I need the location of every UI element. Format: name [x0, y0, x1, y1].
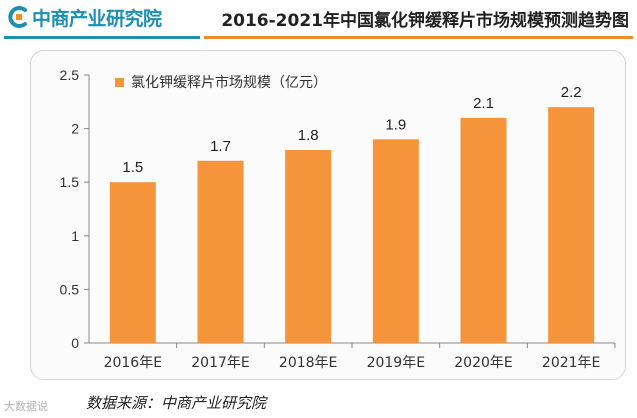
logo: 中商产业研究院 [6, 4, 162, 30]
watermark: 大数据说 [4, 400, 48, 413]
y-tick-label: 2 [71, 121, 79, 137]
bar [285, 150, 332, 343]
bar [109, 182, 156, 343]
page-title: 2016-2021年中国氯化钾缓释片市场规模预测趋势图 [221, 11, 629, 31]
bar [548, 107, 595, 343]
y-tick-label: 2.5 [60, 67, 80, 83]
chart-frame: 0 0.5 1 1.5 2 2.5 1.5 2016年E 1.7 2017年E 1.8 2018年E 1… [30, 50, 626, 380]
legend-label: 氯化钾缓释片市场规模（亿元） [131, 74, 327, 91]
data-label: 1.9 [385, 116, 406, 133]
data-label: 1.5 [122, 159, 143, 176]
y-tick-label: 0 [71, 335, 79, 351]
data-label: 1.8 [298, 127, 319, 144]
data-label: 2.1 [473, 95, 494, 112]
data-label: 2.2 [561, 84, 582, 101]
source-note: 数据来源：中商产业研究院 [86, 394, 267, 412]
bar-chart: 0 0.5 1 1.5 2 2.5 1.5 2016年E 1.7 2017年E 1.8 2018年E 1… [60, 67, 616, 371]
y-tick-label: 1.5 [60, 174, 80, 190]
data-label: 1.7 [210, 138, 231, 155]
x-tick-label: 2020年E [454, 355, 512, 371]
x-tick-label: 2017年E [191, 355, 249, 371]
header-rule-blue [4, 36, 200, 39]
logo-text: 中商产业研究院 [32, 7, 162, 30]
header-rule-orange [204, 36, 633, 39]
y-tick-label: 0.5 [60, 281, 80, 297]
bar [197, 160, 244, 343]
legend-swatch [115, 78, 124, 87]
x-tick-label: 2019年E [367, 355, 425, 371]
y-tick-label: 1 [71, 228, 79, 244]
bar [460, 117, 507, 343]
x-tick-label: 2016年E [104, 355, 162, 371]
header: 中商产业研究院 2016-2021年中国氯化钾缓释片市场规模预测趋势图 [0, 0, 637, 38]
bar [372, 139, 419, 343]
x-tick-label: 2018年E [279, 355, 337, 371]
logo-icon [8, 6, 27, 28]
x-tick-label: 2021年E [542, 355, 600, 371]
